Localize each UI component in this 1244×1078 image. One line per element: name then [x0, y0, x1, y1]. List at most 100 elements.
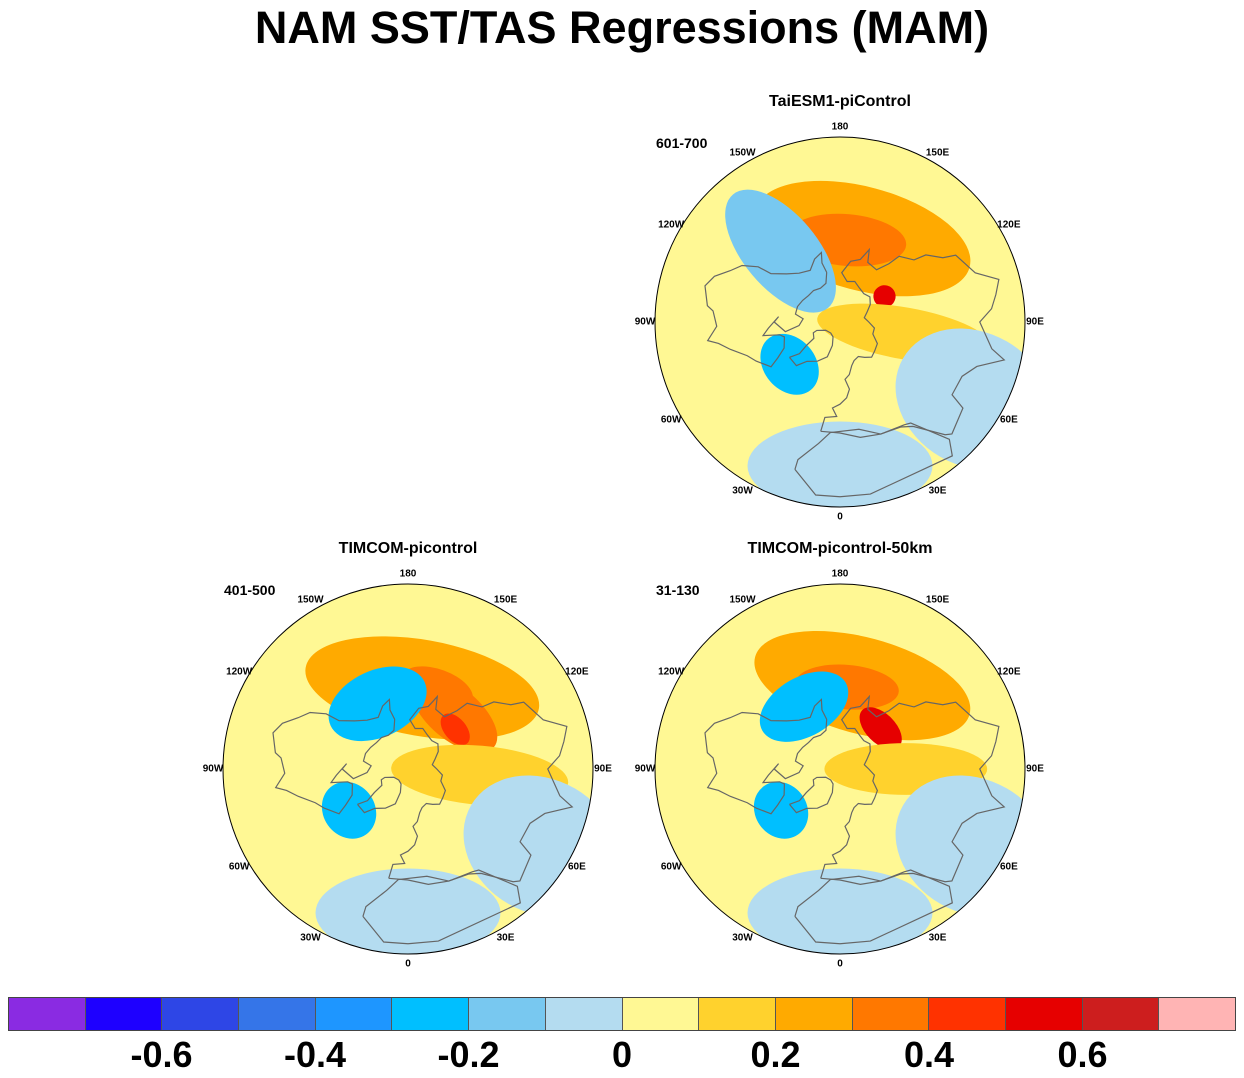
panel-taiesm1: TaiESM1-piControl 601-700 180 150E 120E 90E…: [635, 93, 1044, 523]
colorbar-swatch: [622, 998, 700, 1030]
period-label: 601-700: [656, 135, 708, 151]
panel-title: TaiESM1-piControl: [769, 93, 911, 110]
coastline: [789, 776, 834, 814]
longitude-label: 150E: [925, 594, 950, 606]
longitude-label: 60E: [999, 861, 1018, 872]
anomaly-region: [760, 333, 819, 395]
longitude-label: 90E: [594, 763, 612, 775]
colorbar-swatch: [852, 998, 930, 1030]
longitude-label: 90E: [1026, 316, 1044, 328]
panel-timcom-50km: TIMCOM-picontrol-50km 31-130 180 150E 120E…: [635, 540, 1044, 970]
colorbar-swatch: [929, 998, 1006, 1030]
colorbar-swatch: [315, 998, 393, 1030]
coastline: [272, 698, 396, 815]
polar-map: [222, 583, 594, 955]
longitude-label: 0: [837, 511, 843, 523]
anomaly-region: [440, 713, 470, 746]
colorbar-tick-label: 0.2: [750, 1034, 801, 1075]
colorbar-tick-label: 0: [611, 1034, 633, 1075]
longitude-label: 120E: [565, 666, 589, 677]
figure-title: NAM SST/TAS Regressions (MAM): [254, 2, 990, 53]
panel-title: TIMCOM-picontrol-50km: [747, 540, 933, 557]
colorbar-tick-label: -0.2: [437, 1034, 500, 1075]
map-boundary: [654, 136, 1026, 508]
colorbar-tick-label: 0.6: [1057, 1034, 1108, 1075]
longitude-label: 30W: [732, 485, 753, 497]
anomaly-region: [315, 868, 501, 954]
coastline: [789, 329, 834, 367]
coastline: [704, 698, 828, 815]
longitude-label: 0: [405, 958, 411, 970]
longitude-label: 30W: [300, 932, 321, 944]
colorbar-swatch: [469, 998, 546, 1030]
longitude-label: 60E: [567, 861, 586, 872]
longitude-label: 60W: [660, 414, 682, 425]
period-label: 401-500: [224, 582, 276, 598]
colorbar-swatch: [775, 998, 853, 1030]
longitude-label: 60W: [660, 861, 682, 872]
colorbar: [8, 997, 1236, 1031]
longitude-label: 30E: [496, 932, 515, 944]
longitude-label: 60W: [228, 861, 250, 872]
coastline: [388, 694, 574, 885]
colorbar-tick-label: 0.4: [903, 1034, 955, 1075]
anomaly-region: [747, 868, 933, 954]
longitude-label: 90W: [634, 763, 656, 775]
period-label: 31-130: [656, 582, 700, 598]
longitude-label: 0: [837, 958, 843, 970]
colorbar-swatch: [699, 998, 776, 1030]
polar-map: [654, 136, 1026, 508]
longitude-label: 60E: [999, 414, 1018, 425]
colorbar-swatch: [162, 998, 240, 1030]
colorbar-swatch: [9, 998, 86, 1030]
longitude-label: 120E: [997, 666, 1021, 677]
polar-map: [654, 583, 1026, 955]
colorbar-swatch: [1159, 998, 1235, 1030]
coastline: [820, 247, 1006, 438]
longitude-label: 120W: [226, 666, 253, 677]
panel-timcom: TIMCOM-picontrol 401-500 180 150E 120E 90E 6…: [203, 540, 612, 970]
colorbar-swatch: [1005, 998, 1083, 1030]
map-boundary: [222, 583, 594, 955]
longitude-label: 30E: [928, 485, 947, 497]
anomaly-region: [321, 781, 377, 839]
colorbar-tick-label: -0.4: [283, 1034, 347, 1075]
longitude-label: 150W: [729, 594, 756, 606]
coastline: [704, 251, 828, 368]
anomaly-region: [873, 285, 896, 308]
longitude-label: 150W: [297, 594, 324, 606]
panel-title: TIMCOM-picontrol: [338, 540, 478, 557]
colorbar-swatch: [392, 998, 470, 1030]
longitude-label: 120W: [658, 219, 685, 230]
longitude-label: 150E: [493, 594, 518, 606]
longitude-label: 30W: [732, 932, 753, 944]
coastline: [794, 869, 953, 945]
longitude-label: 150E: [925, 147, 950, 159]
map-boundary: [654, 583, 1026, 955]
longitude-label: 180: [831, 568, 849, 580]
longitude-label: 120E: [997, 219, 1021, 230]
coastline: [357, 776, 402, 814]
longitude-label: 180: [831, 121, 849, 133]
anomaly-region: [859, 707, 902, 750]
anomaly-region: [411, 675, 498, 753]
anomaly-region: [747, 421, 933, 507]
colorbar-swatch: [85, 998, 163, 1030]
colorbar-tick-label: -0.6: [130, 1034, 193, 1075]
colorbar-swatch: [239, 998, 316, 1030]
anomaly-region: [328, 666, 427, 742]
anomaly-region: [753, 781, 809, 839]
coastline: [794, 422, 953, 498]
colorbar-swatch: [1082, 998, 1160, 1030]
longitude-label: 30E: [928, 932, 947, 944]
longitude-label: 90W: [634, 316, 656, 328]
anomaly-region: [725, 189, 836, 313]
longitude-label: 180: [399, 568, 417, 580]
longitude-label: 90E: [1026, 763, 1044, 775]
coastline: [362, 869, 521, 945]
coastline: [820, 694, 1006, 885]
longitude-label: 120W: [658, 666, 685, 677]
longitude-label: 150W: [729, 147, 756, 159]
longitude-label: 90W: [202, 763, 224, 775]
colorbar-swatch: [545, 998, 623, 1030]
